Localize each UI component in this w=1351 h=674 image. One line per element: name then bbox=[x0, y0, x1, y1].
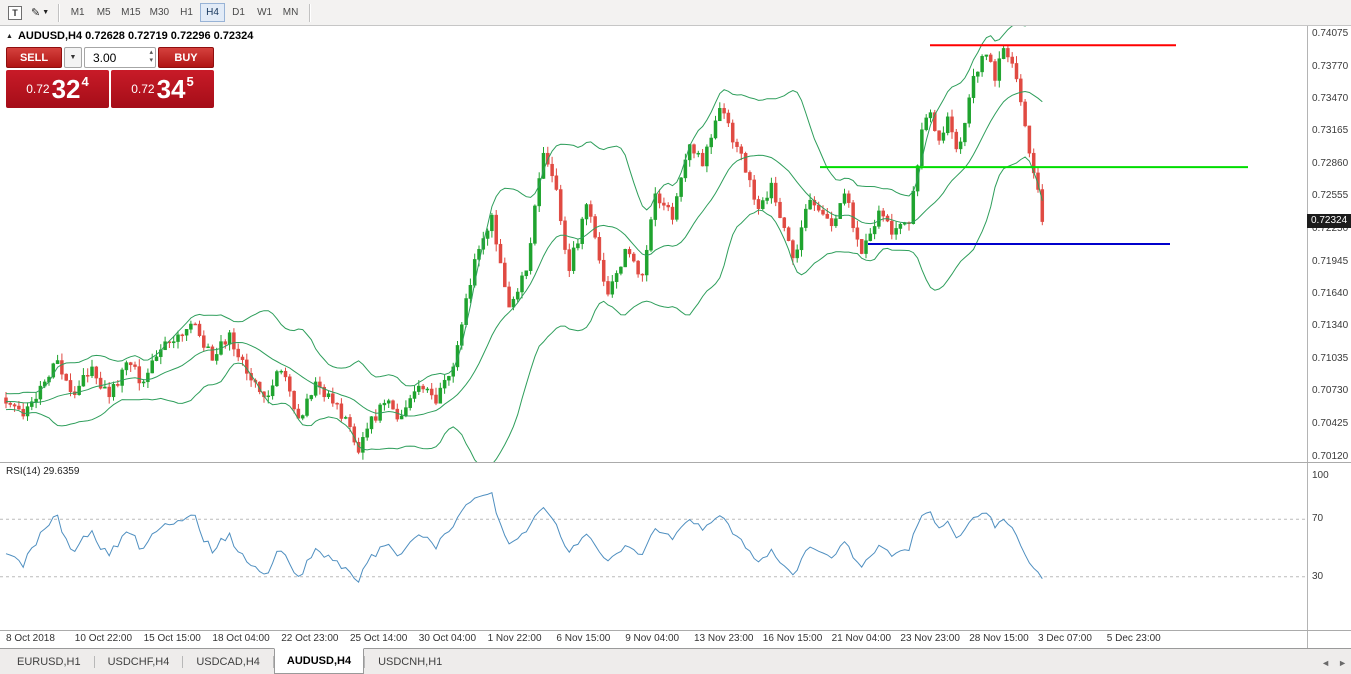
price-axis-label: 0.70425 bbox=[1312, 418, 1349, 430]
time-axis-label: 28 Nov 15:00 bbox=[969, 633, 1029, 644]
chart-area: 0.74075 0.73770 0.73470 0.73165 0.72860 0.725… bbox=[0, 26, 1351, 648]
tab-separator bbox=[93, 655, 95, 668]
volume-input[interactable] bbox=[85, 48, 155, 67]
scroll-left-icon[interactable]: ◄ bbox=[1321, 658, 1331, 668]
one-click-trading-panel: SELL ▼ ▴ ▾ BUY 0.72324 bbox=[6, 47, 214, 108]
symbol-ohlc-text: AUDUSD,H4 0.72628 0.72719 0.72296 0.7232… bbox=[17, 30, 254, 42]
text-tool-button[interactable]: T bbox=[4, 3, 26, 23]
rsi-axis-label: 100 bbox=[1312, 470, 1329, 481]
pen-tool-icon: ✎ bbox=[31, 7, 41, 19]
rsi-axis-label: 70 bbox=[1312, 513, 1324, 525]
toolbar-separator bbox=[309, 3, 311, 22]
time-axis-label: 9 Nov 04:00 bbox=[625, 633, 680, 644]
time-axis-label: 15 Oct 15:00 bbox=[143, 633, 201, 644]
time-axis-label: 30 Oct 04:00 bbox=[418, 633, 477, 644]
time-axis-label: 6 Nov 15:00 bbox=[556, 633, 611, 644]
timeframe-button-m30[interactable]: M30 bbox=[146, 3, 173, 22]
price-axis-label: 0.73770 bbox=[1312, 60, 1349, 72]
price-axis-label: 0.71945 bbox=[1312, 255, 1349, 267]
price-axis-label: 0.72860 bbox=[1312, 157, 1349, 169]
order-options-dropdown[interactable]: ▼ bbox=[64, 47, 82, 68]
buy-price-point: 5 bbox=[186, 73, 194, 89]
price-axis-label: 0.74075 bbox=[1312, 28, 1349, 39]
timeframe-button-h4[interactable]: H4 bbox=[200, 3, 226, 22]
timeframe-button-m15[interactable]: M15 bbox=[117, 3, 144, 22]
tab-separator bbox=[364, 655, 366, 668]
rsi-axis-label: 30 bbox=[1312, 570, 1324, 582]
timeframe-button-w1[interactable]: W1 bbox=[252, 3, 277, 22]
time-axis-label: 18 Oct 04:00 bbox=[212, 633, 270, 644]
tab-separator bbox=[182, 655, 184, 668]
scroll-right-icon[interactable]: ► bbox=[1338, 658, 1347, 668]
sell-price-point: 4 bbox=[81, 73, 89, 89]
chart-tabbar: EURUSD,H1 USDCHF,H4 USDCAD,H4 AUDUSD,H4 USDC… bbox=[0, 648, 1351, 674]
chart-tab-usdcad-h4[interactable]: USDCAD,H4 bbox=[196, 655, 260, 668]
price-axis-label: 0.73165 bbox=[1312, 125, 1349, 137]
sell-price-pips: 32 bbox=[51, 74, 81, 104]
tab-scroll-controls: ◄ ► bbox=[1321, 658, 1347, 668]
sell-price-figure: 0.72 bbox=[26, 82, 50, 96]
rsi-chart-svg bbox=[0, 492, 1307, 583]
price-axis: 0.74075 0.73770 0.73470 0.73165 0.72860 0.725… bbox=[1307, 26, 1351, 462]
price-axis-label: 0.70730 bbox=[1312, 385, 1349, 397]
price-axis-label: 0.73470 bbox=[1312, 92, 1349, 104]
rsi-indicator-pane[interactable]: 100 70 30 RSI(14) 29.6359 bbox=[0, 463, 1351, 631]
price-chart-svg bbox=[4, 26, 1248, 462]
tab-separator bbox=[272, 655, 274, 668]
current-price-badge: 0.72324 bbox=[1307, 214, 1351, 229]
collapse-triangle-icon: ▲ bbox=[6, 32, 13, 40]
time-axis-label: 5 Dec 23:00 bbox=[1106, 633, 1161, 644]
chart-tab-eurusd-h1[interactable]: EURUSD,H1 bbox=[17, 655, 81, 668]
buy-price-pips: 34 bbox=[156, 74, 186, 104]
price-axis-label: 0.72250 bbox=[1312, 223, 1349, 235]
text-tool-icon: T bbox=[8, 5, 22, 20]
chart-tabs: EURUSD,H1 USDCHF,H4 USDCAD,H4 AUDUSD,H4 USDC… bbox=[4, 648, 455, 674]
volume-stepper[interactable]: ▴ ▾ bbox=[149, 49, 153, 65]
time-axis-label: 10 Oct 22:00 bbox=[74, 633, 133, 644]
timeframe-button-mn[interactable]: MN bbox=[278, 3, 303, 22]
symbol-ohlc-line: ▲ AUDUSD,H4 0.72628 0.72719 0.72296 0.72… bbox=[6, 30, 253, 42]
timeframe-button-h1[interactable]: H1 bbox=[174, 3, 199, 22]
draw-tool-dropdown-button[interactable]: ✎ ▼ bbox=[28, 3, 52, 23]
price-axis-label: 0.70120 bbox=[1312, 450, 1349, 462]
time-axis-label: 16 Nov 15:00 bbox=[762, 633, 823, 644]
buy-button[interactable]: BUY bbox=[158, 47, 214, 68]
time-axis-label: 13 Nov 23:00 bbox=[694, 633, 754, 644]
toolbar: T ✎ ▼ M1 M5 M15 M30 H1 H4 D1 W1 MN bbox=[0, 0, 1351, 26]
time-axis-label: 8 Oct 2018 bbox=[6, 633, 55, 644]
chevron-down-icon: ▼ bbox=[42, 9, 50, 16]
time-axis-label: 1 Nov 22:00 bbox=[487, 633, 542, 644]
time-axis-label: 23 Nov 23:00 bbox=[900, 633, 960, 644]
rsi-indicator-label: RSI(14) 29.6359 bbox=[6, 466, 80, 477]
toolbar-separator bbox=[58, 3, 60, 22]
volume-field-wrap: ▴ ▾ bbox=[84, 47, 156, 68]
time-axis-label: 25 Oct 14:00 bbox=[350, 633, 408, 644]
timeframe-button-group: M1 M5 M15 M30 H1 H4 D1 W1 MN bbox=[65, 3, 303, 22]
time-axis-corner bbox=[1307, 631, 1351, 648]
chart-tab-usdcnh-h1[interactable]: USDCNH,H1 bbox=[378, 655, 443, 668]
rsi-axis: 100 70 30 bbox=[1307, 463, 1351, 630]
time-axis: 8 Oct 2018 10 Oct 22:00 15 Oct 15:00 18 Oct… bbox=[0, 631, 1351, 648]
timeframe-button-d1[interactable]: D1 bbox=[226, 3, 251, 22]
price-axis-label: 0.72555 bbox=[1312, 190, 1349, 202]
time-axis-label: 22 Oct 23:00 bbox=[281, 633, 339, 644]
buy-price-display[interactable]: 0.72 34 5 bbox=[111, 70, 214, 108]
sell-button[interactable]: SELL bbox=[6, 47, 62, 68]
timeframe-button-m5[interactable]: M5 bbox=[91, 3, 116, 22]
spin-down-icon[interactable]: ▾ bbox=[149, 57, 153, 64]
spin-up-icon[interactable]: ▴ bbox=[149, 49, 153, 56]
price-chart-pane[interactable]: 0.74075 0.73770 0.73470 0.73165 0.72860 0.725… bbox=[0, 26, 1351, 463]
price-axis-label: 0.71035 bbox=[1312, 352, 1349, 364]
buy-price-figure: 0.72 bbox=[131, 82, 155, 96]
sell-price-display[interactable]: 0.72 32 4 bbox=[6, 70, 109, 108]
price-axis-label: 0.71640 bbox=[1312, 288, 1349, 300]
time-axis-label: 3 Dec 07:00 bbox=[1038, 633, 1092, 644]
time-axis-label: 21 Nov 04:00 bbox=[831, 633, 892, 644]
chart-tab-usdchf-h4[interactable]: USDCHF,H4 bbox=[107, 655, 170, 668]
timeframe-button-m1[interactable]: M1 bbox=[65, 3, 90, 22]
chart-tab-audusd-h4[interactable]: AUDUSD,H4 bbox=[273, 648, 365, 674]
price-axis-label: 0.71340 bbox=[1312, 320, 1349, 332]
